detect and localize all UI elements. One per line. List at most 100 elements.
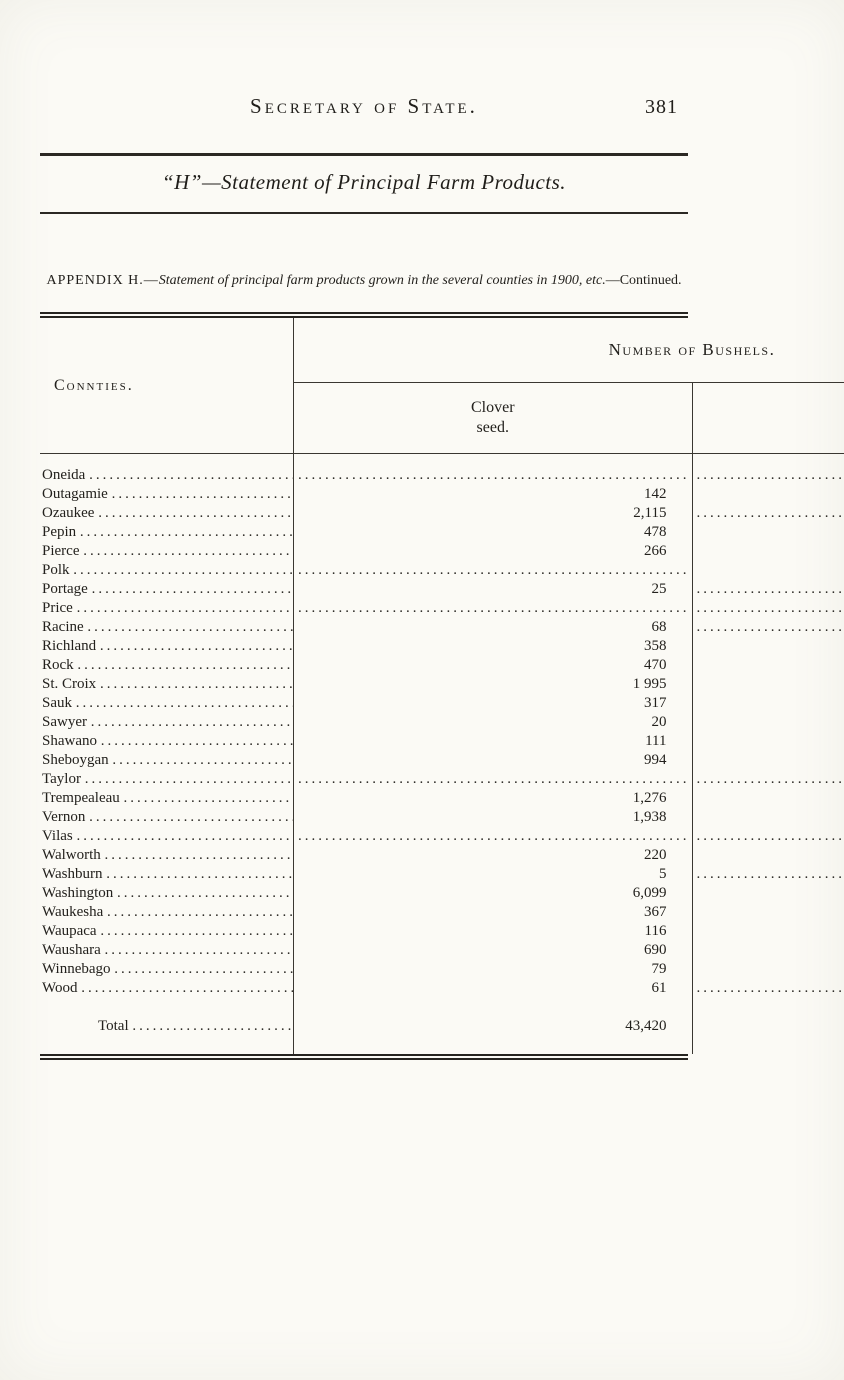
dot-leader	[76, 695, 294, 711]
value-cell: 111	[293, 732, 692, 752]
value-cell: 690	[293, 941, 692, 961]
table-row: Taylor	[40, 770, 844, 790]
county-name: Sawyer	[42, 714, 87, 731]
table-row: Winnebago 793832470	[40, 960, 844, 980]
county-name-cell: Waukesha	[40, 903, 294, 922]
table-caption: APPENDIX H.—Statement of principal farm …	[40, 270, 688, 292]
dot-leader	[697, 828, 844, 844]
county-name-cell: Vernon	[40, 808, 294, 827]
county-name: Price	[42, 600, 73, 617]
table-row: Vilas	[40, 827, 844, 847]
table-row: Polk 4545	[40, 561, 844, 581]
value-cell: 930	[691, 846, 844, 866]
total-timothy-bushels: 18,851	[691, 998, 844, 1055]
county-name-cell: Racine	[40, 618, 294, 637]
dot-leader	[89, 467, 293, 483]
table-row: Vernon 1,9388361,824239	[40, 808, 844, 828]
table-row: Washburn 517	[40, 865, 844, 885]
dot-leader	[132, 1018, 293, 1034]
county-name: Washburn	[42, 866, 103, 883]
county-name: St. Croix	[42, 676, 97, 693]
county-name: Rock	[42, 657, 74, 674]
running-head-title: Secretary of State.	[250, 94, 478, 118]
county-name-cell: Trempealeau	[40, 789, 294, 808]
county-name: Trempealeau	[42, 790, 120, 807]
value-cell: 266	[691, 694, 844, 714]
data-table: Connties. Number of Bushels. Number of A…	[40, 318, 844, 1055]
county-name: Winnebago	[42, 961, 111, 978]
value-cell	[691, 580, 844, 600]
county-name-cell: Taylor	[40, 770, 294, 789]
value-cell: 401	[691, 675, 844, 695]
dot-leader	[106, 866, 293, 882]
dot-leader	[100, 638, 294, 654]
value-cell: 25	[293, 580, 692, 600]
dot-leader	[697, 581, 844, 597]
table-row: Outagamie 14296141	[40, 485, 844, 505]
value-cell: 20	[293, 713, 692, 733]
county-name-cell: Waupaca	[40, 922, 294, 941]
value-cell: 4	[691, 903, 844, 923]
county-name-cell: Sawyer	[40, 713, 294, 732]
page-content: Secretary of State. 381 “H”—Statement of…	[40, 0, 844, 1061]
value-cell	[293, 453, 692, 486]
county-name: Vilas	[42, 828, 73, 845]
dot-leader	[107, 904, 293, 920]
value-cell: 5	[293, 865, 692, 885]
county-name-cell: Ozaukee	[40, 504, 294, 523]
dot-leader	[697, 980, 844, 996]
value-cell: 45	[691, 751, 844, 771]
total-label: Total	[98, 1017, 129, 1034]
table-row: Oneida	[40, 453, 844, 486]
county-name: Richland	[42, 638, 97, 655]
value-cell: 8	[691, 941, 844, 961]
table-row: Waukesha 36743166	[40, 903, 844, 923]
dot-leader	[124, 790, 294, 806]
dot-leader	[81, 980, 293, 996]
county-name: Walworth	[42, 847, 101, 864]
county-name-cell: Rock	[40, 656, 294, 675]
value-cell: 994	[293, 751, 692, 771]
value-cell: 1 995	[293, 675, 692, 695]
county-name: Wood	[42, 980, 78, 997]
value-cell: 317	[293, 694, 692, 714]
dot-leader	[91, 714, 294, 730]
county-name: Waupaca	[42, 923, 97, 940]
county-name: Sauk	[42, 695, 72, 712]
value-cell: 23	[691, 542, 844, 562]
value-cell: 45	[691, 561, 844, 581]
value-cell: 266	[293, 542, 692, 562]
value-cell: 2,115	[293, 504, 692, 524]
table-row: Trempealeau 1,2763791,739139	[40, 789, 844, 809]
value-cell	[293, 827, 692, 847]
col-header-label: Clover seed.	[470, 398, 515, 437]
value-cell: 470	[293, 656, 692, 676]
table-row: Richland 35839016379	[40, 637, 844, 657]
value-cell: 641	[691, 732, 844, 752]
county-name-cell: Walworth	[40, 846, 294, 865]
value-cell: 1,830	[691, 656, 844, 676]
county-name: Waushara	[42, 942, 101, 959]
county-name-cell: Outagamie	[40, 485, 294, 504]
value-cell: 478	[293, 523, 692, 543]
value-cell	[691, 979, 844, 999]
county-name: Pierce	[42, 543, 80, 560]
dot-leader	[298, 771, 690, 787]
dot-leader	[105, 942, 294, 958]
table-row: Racine 68347	[40, 618, 844, 638]
dot-leader	[697, 505, 844, 521]
dot-leader	[85, 771, 294, 787]
value-cell: 51	[691, 713, 844, 733]
dot-leader	[697, 600, 844, 616]
dot-leader	[89, 809, 293, 825]
dot-leader	[77, 657, 293, 673]
dot-leader	[87, 619, 293, 635]
county-name: Ozaukee	[42, 505, 95, 522]
county-name-cell: Shawano	[40, 732, 294, 751]
county-name-cell: Winnebago	[40, 960, 294, 979]
dot-leader	[114, 961, 293, 977]
table-row: Sawyer 2051	[40, 713, 844, 733]
dot-leader	[697, 619, 844, 635]
dot-leader	[101, 733, 294, 749]
